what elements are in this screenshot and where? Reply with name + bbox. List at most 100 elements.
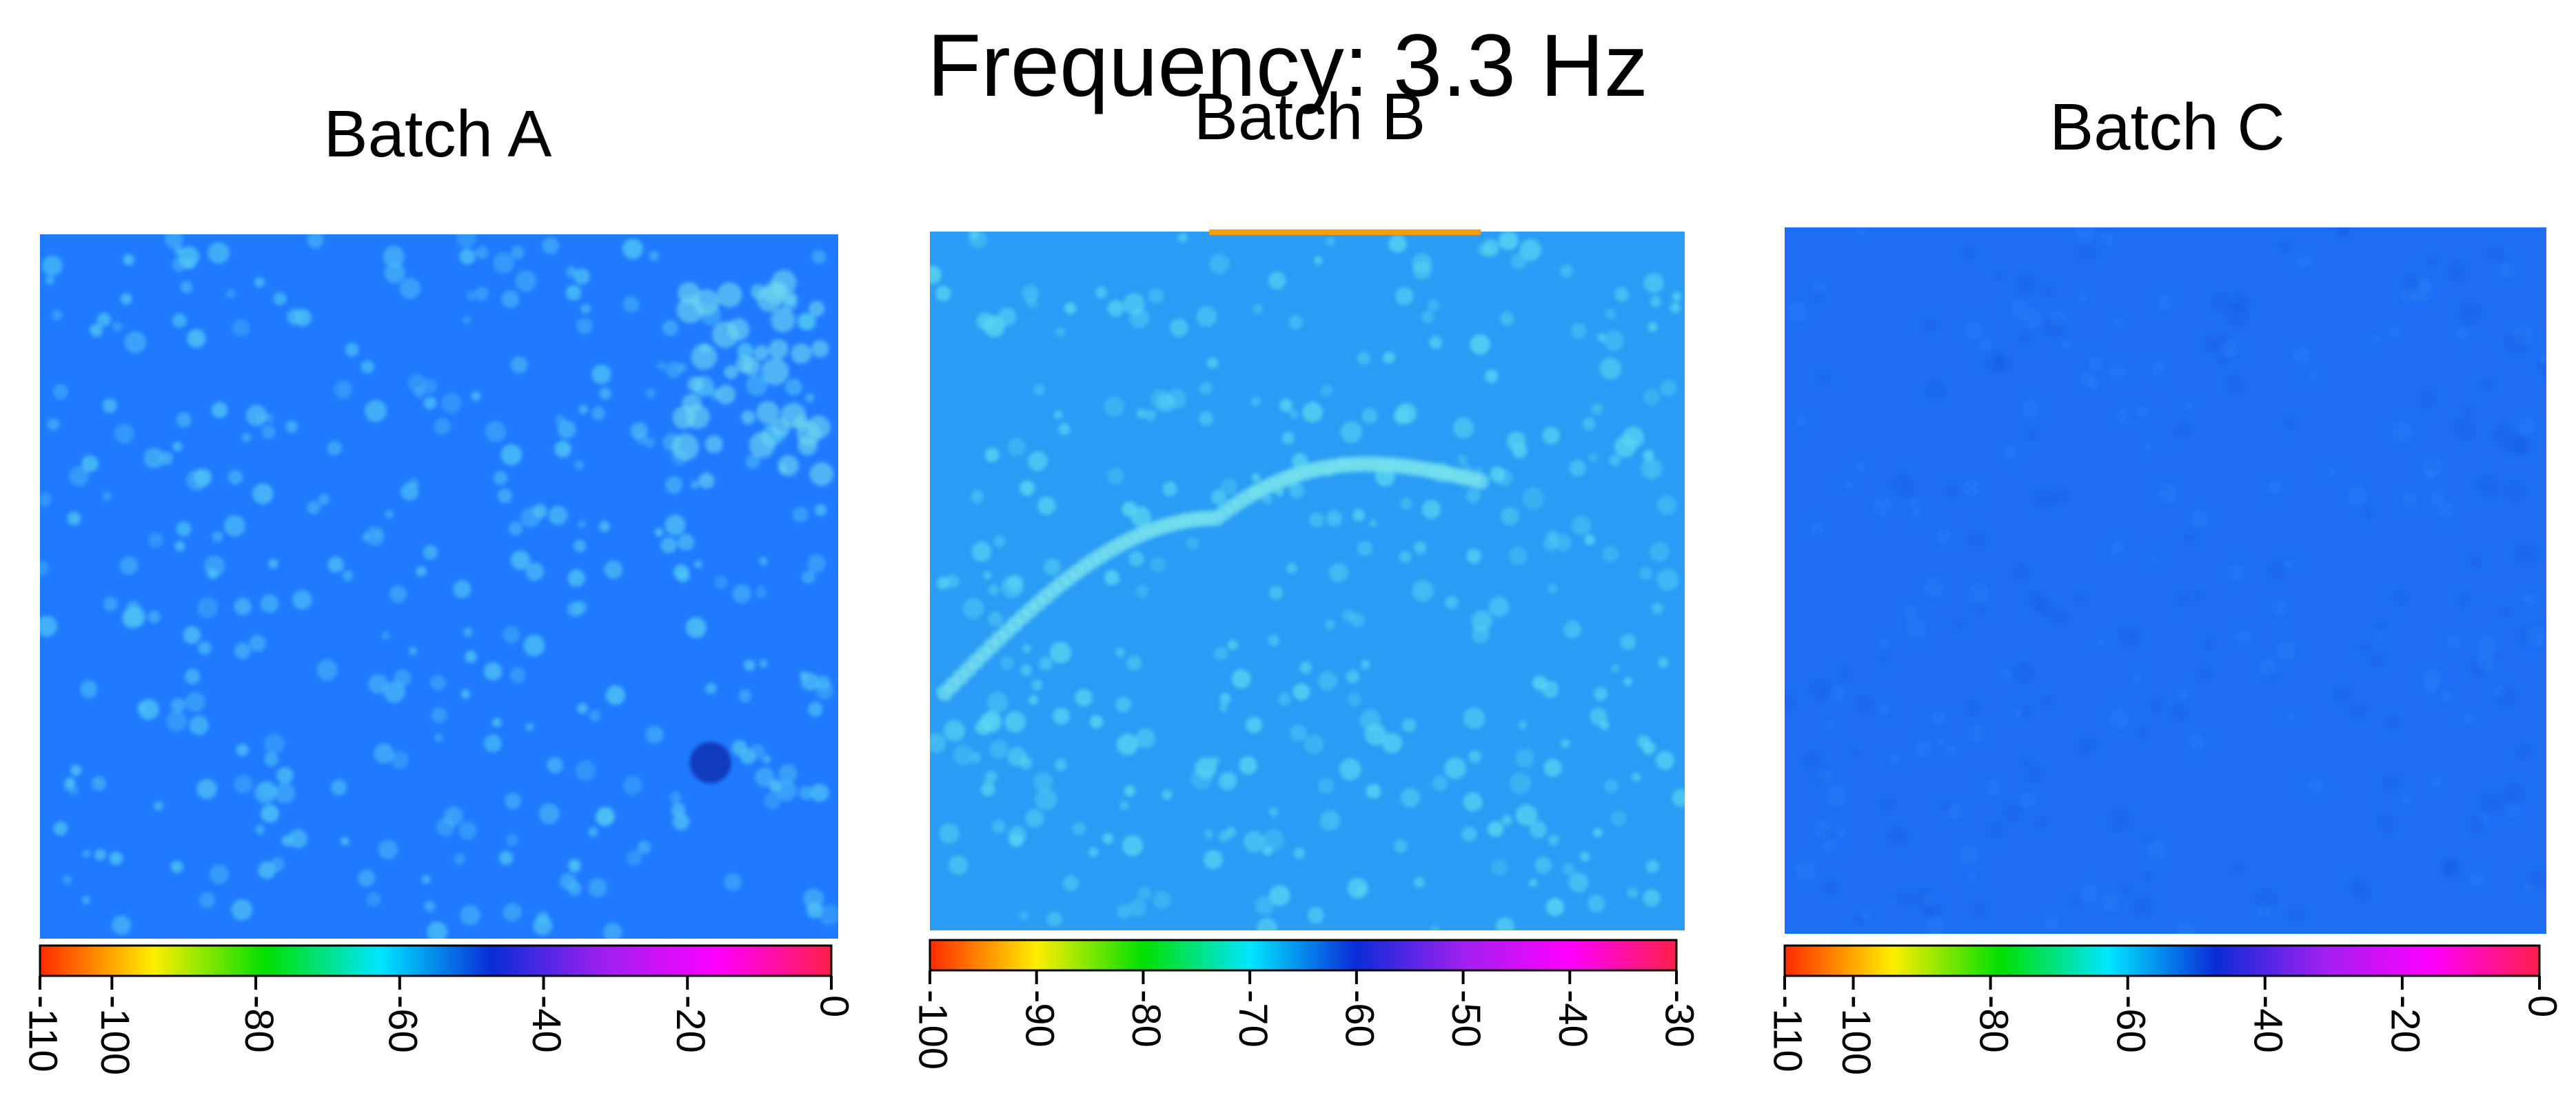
- heatmap-spot: [2518, 417, 2536, 436]
- heatmap-spot: [1445, 595, 1459, 609]
- heatmap-spot: [2378, 814, 2396, 832]
- heatmap-spot: [1196, 306, 1217, 327]
- heatmap-spot: [803, 888, 824, 909]
- heatmap-spot: [2377, 619, 2386, 629]
- heatmap-spot: [1020, 756, 1033, 770]
- heatmap-spot: [1905, 617, 1927, 639]
- heatmap-spot: [1204, 830, 1214, 839]
- heatmap-spot: [2004, 803, 2021, 821]
- heatmap-spot: [2271, 599, 2289, 617]
- heatmap-spot: [1860, 909, 1873, 921]
- heatmap-spot: [1395, 402, 1417, 425]
- heatmap-spot: [2175, 424, 2189, 439]
- heatmap-spot: [2218, 356, 2227, 365]
- colorbar-tick-label: -80: [1971, 995, 2016, 1053]
- heatmap-spot: [2119, 625, 2140, 646]
- heatmap-spot: [573, 600, 587, 615]
- heatmap-spot: [2230, 292, 2250, 312]
- heatmap-spot: [1978, 337, 1993, 351]
- heatmap-spot: [792, 507, 809, 523]
- heatmap-spot: [225, 289, 236, 298]
- heatmap-spot: [662, 320, 678, 336]
- heatmap-spot: [94, 849, 106, 861]
- heatmap-spot: [465, 651, 477, 663]
- heatmap-spot: [989, 739, 1008, 759]
- heatmap-spot: [1231, 669, 1251, 689]
- heatmap-spot: [1463, 792, 1483, 812]
- heatmap-spot: [1491, 859, 1508, 876]
- heatmap-spot: [62, 875, 72, 885]
- heatmap-spot: [2288, 906, 2304, 923]
- heatmap-spot: [2158, 483, 2178, 503]
- heatmap-spot: [334, 380, 353, 399]
- heatmap-spot: [2052, 489, 2067, 504]
- heatmap-spot: [1150, 556, 1166, 573]
- heatmap-spot: [783, 291, 798, 306]
- heatmap-spot: [399, 278, 421, 299]
- heatmap-spot: [421, 875, 431, 884]
- heatmap-spot: [807, 702, 823, 717]
- heatmap-spot: [1992, 354, 2011, 373]
- heatmap-spot: [2113, 316, 2123, 327]
- heatmap-spot: [2468, 555, 2481, 569]
- colorbar-tick-label: -80: [236, 995, 281, 1053]
- heatmap-spot: [1210, 756, 1219, 766]
- heatmap-spot: [2327, 467, 2337, 476]
- heatmap-spot: [1542, 427, 1561, 445]
- heatmap-spot: [1641, 458, 1663, 480]
- heatmap-spot: [236, 744, 249, 757]
- heatmap-spot: [1033, 384, 1045, 396]
- heatmap-spot: [762, 755, 771, 764]
- heatmap-spot: [2266, 672, 2277, 682]
- heatmap-spot: [429, 675, 447, 691]
- colorbar-tick-label: -20: [668, 995, 713, 1053]
- heatmap-spot: [2307, 369, 2318, 380]
- heatmap-spot: [811, 249, 826, 264]
- heatmap-spot: [2077, 737, 2096, 755]
- heatmap-spot: [1603, 330, 1624, 351]
- heatmap-spot: [368, 674, 388, 694]
- heatmap-field: [1785, 227, 2546, 934]
- heatmap-spot: [983, 571, 992, 580]
- heatmap-spot: [698, 472, 715, 489]
- heatmap-spot: [523, 635, 545, 657]
- colorbar-tick-label: -100: [92, 995, 137, 1075]
- heatmap-spot: [345, 343, 359, 357]
- heatmap-spot: [1357, 351, 1371, 365]
- heatmap-spot: [1809, 679, 1832, 701]
- heatmap-spot: [1811, 289, 1824, 302]
- heatmap-spot: [807, 554, 826, 573]
- heatmap-spot: [276, 767, 294, 784]
- heatmap-spot: [2502, 784, 2524, 806]
- heatmap-spot: [1279, 398, 1293, 412]
- heatmap-spot: [1490, 466, 1506, 482]
- heatmap-spot: [460, 689, 471, 699]
- heatmap-spot: [622, 296, 640, 313]
- colorbar: [929, 939, 1678, 972]
- heatmap-spot: [1328, 562, 1348, 582]
- heatmap-spot: [414, 386, 425, 398]
- heatmap-spot: [1319, 810, 1341, 831]
- heatmap-spot: [2498, 687, 2517, 707]
- heatmap-spot: [778, 455, 799, 477]
- heatmap-spot: [1126, 655, 1142, 671]
- heatmap-spot: [1623, 677, 1633, 686]
- heatmap-spot: [390, 751, 409, 769]
- heatmap-spot: [2213, 294, 2231, 312]
- heatmap-spot: [1427, 299, 1440, 312]
- heatmap-spot: [1357, 540, 1373, 557]
- heatmap-spot: [164, 234, 183, 249]
- heatmap-spot: [183, 626, 201, 644]
- heatmap-spot: [2022, 757, 2031, 766]
- heatmap-spot: [1136, 409, 1147, 419]
- heatmap-spot: [1314, 256, 1323, 265]
- heatmap-spot: [436, 817, 455, 837]
- heatmap-spot: [501, 290, 520, 309]
- heatmap-spot: [268, 558, 278, 569]
- heatmap-spot: [1452, 417, 1474, 439]
- heatmap-spot: [1412, 261, 1432, 280]
- heatmap-spot: [704, 435, 723, 453]
- heatmap-spot: [1936, 529, 1951, 544]
- heatmap-spot: [1945, 744, 1957, 756]
- heatmap-spot: [2374, 631, 2384, 642]
